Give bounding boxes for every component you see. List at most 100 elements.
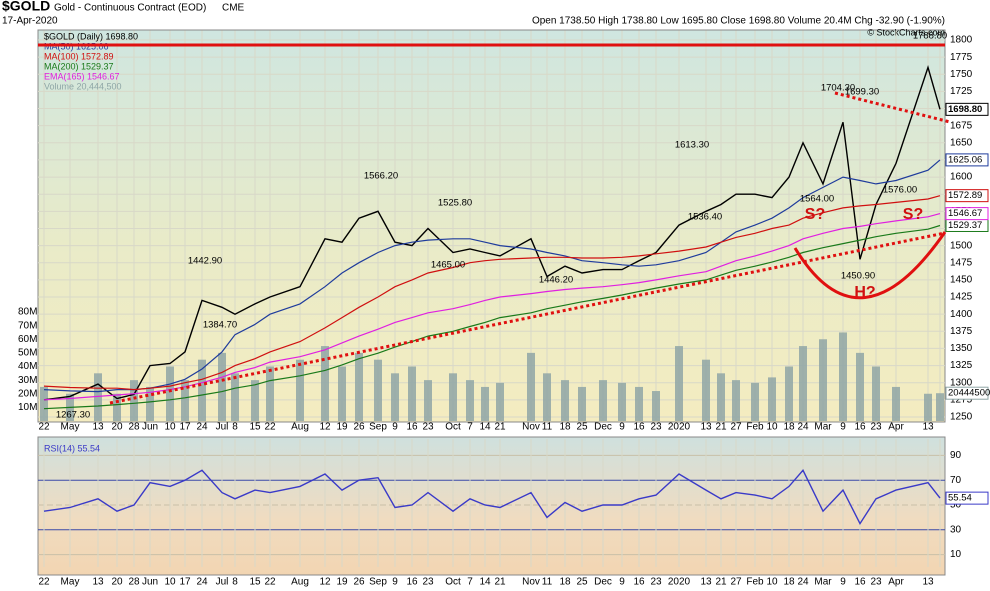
volume-bar xyxy=(355,352,363,421)
y-tick-label: 1675 xyxy=(950,120,973,131)
x-tick-label: 12 xyxy=(319,422,331,433)
x-tick-label: 14 xyxy=(479,422,491,433)
x-tick-label: Oct xyxy=(445,422,461,433)
x-tick-label: 16 xyxy=(406,422,418,433)
legend-entry: EMA(165) 1546.67 xyxy=(44,71,120,81)
annotation: 1788.80 xyxy=(913,31,947,42)
x-tick-label: 18 xyxy=(783,577,795,588)
x-tick-label: 20 xyxy=(111,577,123,588)
annotation: 1450.90 xyxy=(841,271,875,282)
y2-tick-label: 40M xyxy=(18,361,37,372)
axis-tag: 1698.80 xyxy=(948,104,982,115)
volume-bar xyxy=(892,386,900,421)
x-tick-label: 23 xyxy=(870,577,882,588)
y-tick-label: 1650 xyxy=(950,137,973,148)
x-tick-label: Dec xyxy=(594,422,612,433)
x-tick-label: May xyxy=(61,422,80,433)
volume-bar xyxy=(296,359,304,421)
x-tick-label: 7 xyxy=(467,422,473,433)
x-tick-label: Feb xyxy=(746,577,764,588)
x-tick-label: 11 xyxy=(542,577,553,588)
volume-bar xyxy=(94,373,102,421)
y-tick-label: 1275 xyxy=(950,394,973,405)
x-tick-label: 26 xyxy=(353,422,365,433)
y-tick-label: 1400 xyxy=(950,309,973,320)
volume-bar xyxy=(231,373,239,421)
series-line xyxy=(43,159,941,393)
axis-tag: 1546.67 xyxy=(948,208,982,219)
axis-tag-box xyxy=(945,207,989,221)
axis-tag: 1572.89 xyxy=(948,190,982,201)
x-tick-label: 16 xyxy=(633,577,645,588)
x-tick-label: May xyxy=(61,577,80,588)
x-tick-label: 11 xyxy=(542,422,553,433)
x-tick-label: 22 xyxy=(38,422,50,433)
x-tick-label: Mar xyxy=(814,422,832,433)
x-tick-label: Nov xyxy=(522,422,540,433)
y2-tick-label: 70M xyxy=(18,320,37,331)
annotation: 1536.40 xyxy=(688,212,722,223)
x-tick-label: Jun xyxy=(142,422,158,433)
y-tick-label: 1775 xyxy=(950,52,973,63)
x-tick-label: 23 xyxy=(870,422,882,433)
x-tick-label: 25 xyxy=(576,577,588,588)
x-tick-label: Feb xyxy=(746,422,764,433)
x-tick-label: 2020 xyxy=(668,422,691,433)
volume-bar xyxy=(527,352,535,421)
subtitle: Gold - Continuous Contract (EOD) xyxy=(54,3,206,14)
volume-bar xyxy=(543,373,551,421)
axis-tag: 1529.37 xyxy=(948,220,982,231)
volume-bar xyxy=(481,386,489,421)
x-tick-label: 20 xyxy=(111,422,123,433)
volume-bar xyxy=(839,332,847,421)
x-tick-label: 24 xyxy=(797,422,809,433)
annotation: 1446.20 xyxy=(539,275,573,286)
legend-entry: MA(200) 1529.37 xyxy=(44,61,114,71)
volume-bar xyxy=(872,366,880,421)
volume-bar xyxy=(449,373,457,421)
x-tick-label: 23 xyxy=(650,577,662,588)
x-tick-label: 7 xyxy=(467,577,473,588)
series-line xyxy=(43,469,941,526)
series-line xyxy=(43,224,941,410)
x-tick-label: 9 xyxy=(619,577,625,588)
volume-bar xyxy=(924,393,932,421)
source: © StockCharts.com xyxy=(867,27,945,37)
x-tick-label: 14 xyxy=(479,577,491,588)
x-tick-label: 10 xyxy=(164,422,176,433)
y-tick-label: 1300 xyxy=(950,377,973,388)
volume-bar xyxy=(785,366,793,421)
axis-tag: 20444500 xyxy=(948,388,990,399)
x-tick-label: 10 xyxy=(164,577,176,588)
volume-bar xyxy=(819,339,827,421)
x-tick-label: 24 xyxy=(196,577,208,588)
x-tick-label: 19 xyxy=(336,577,348,588)
y-tick-label: 1250 xyxy=(950,412,973,423)
y-tick-label: 1425 xyxy=(950,292,973,303)
x-tick-label: 22 xyxy=(264,422,276,433)
x-tick-label: 17 xyxy=(179,577,191,588)
y-tick-label: 1350 xyxy=(950,343,973,354)
x-tick-label: 27 xyxy=(730,422,742,433)
x-tick-label: 13 xyxy=(700,577,712,588)
annotation: 1566.20 xyxy=(364,171,398,182)
x-tick-label: 26 xyxy=(353,577,365,588)
x-tick-label: 16 xyxy=(854,577,866,588)
ticker: $GOLD xyxy=(2,0,50,14)
x-tick-label: 25 xyxy=(576,422,588,433)
volume-bar xyxy=(635,386,643,421)
x-tick-label: 12 xyxy=(319,577,331,588)
volume-bar xyxy=(618,382,626,421)
x-tick-label: 8 xyxy=(232,422,238,433)
x-tick-label: Aug xyxy=(291,577,309,588)
volume-bar xyxy=(751,382,759,421)
annotation: S? xyxy=(805,206,825,223)
x-tick-label: 23 xyxy=(422,577,434,588)
annotation: S? xyxy=(903,206,923,223)
x-tick-label: 17 xyxy=(179,422,191,433)
y2-tick-label: 30M xyxy=(18,375,37,386)
volume-bar xyxy=(391,373,399,421)
volume-bar xyxy=(856,352,864,421)
series-line xyxy=(43,65,941,401)
exchange: CME xyxy=(222,3,245,14)
